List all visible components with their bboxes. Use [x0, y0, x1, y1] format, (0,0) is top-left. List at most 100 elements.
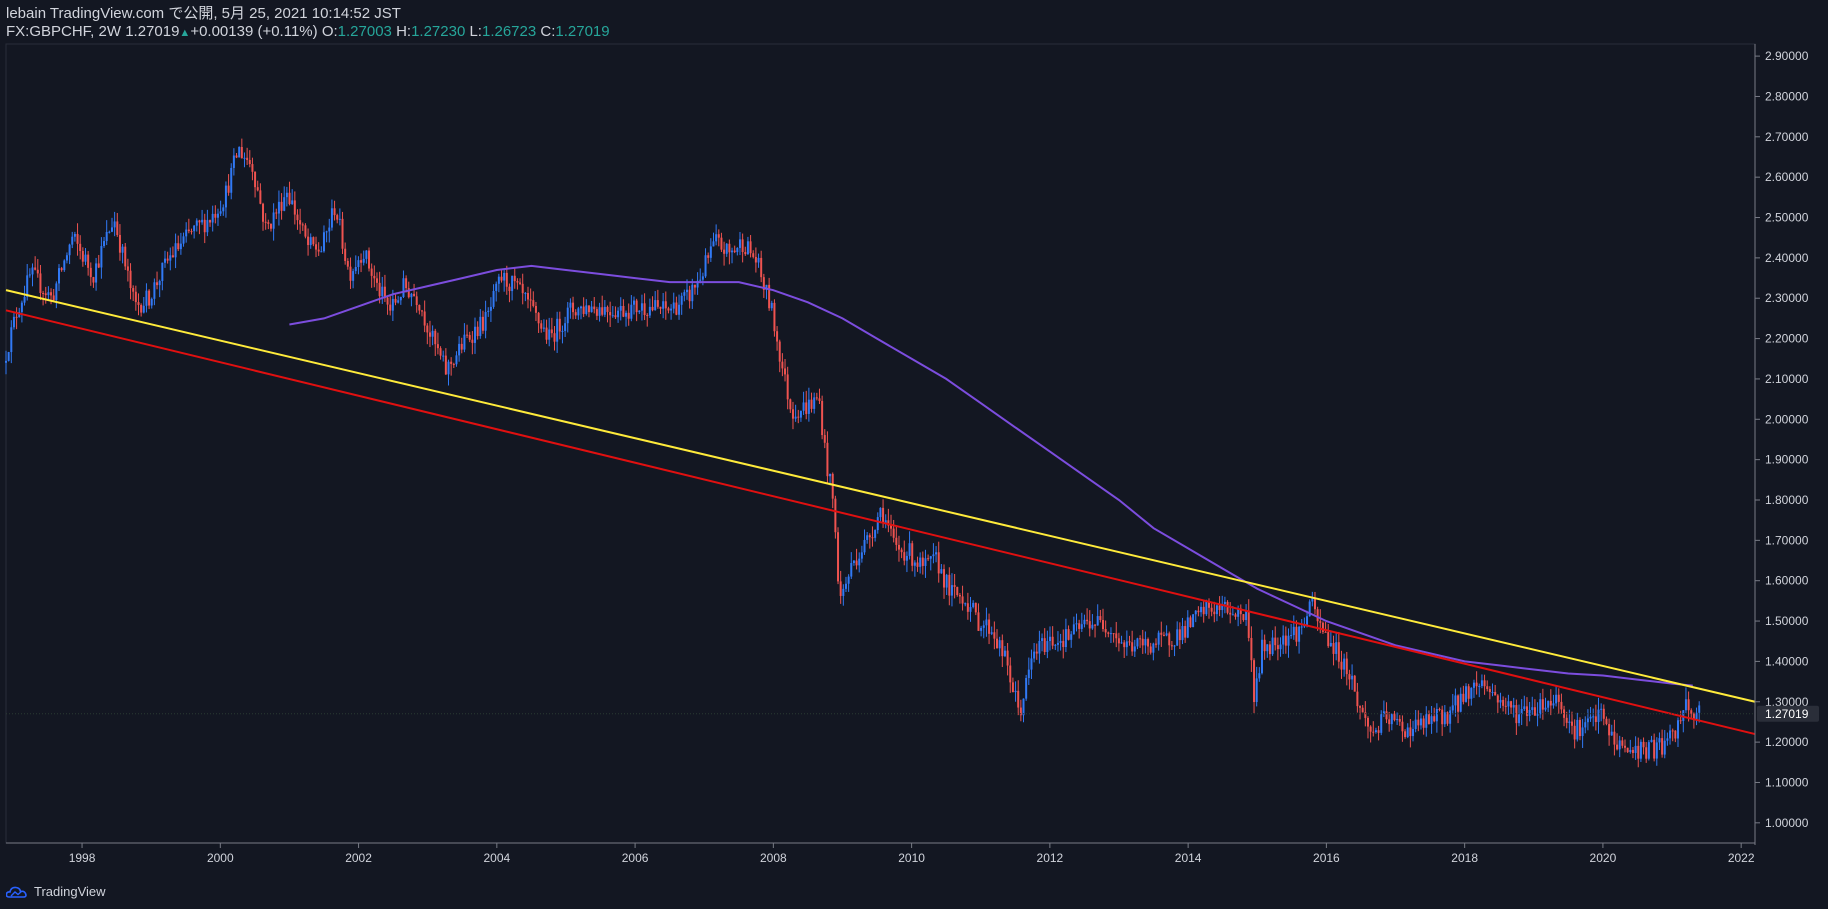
- candle-body: [1512, 705, 1515, 708]
- candle-body: [797, 416, 800, 418]
- candle-body: [892, 528, 895, 538]
- candle-body: [810, 399, 813, 409]
- candle-body: [632, 300, 635, 305]
- candle-body: [733, 250, 736, 253]
- candle-body: [476, 326, 479, 337]
- candle-body: [97, 263, 100, 268]
- candle-body: [1298, 626, 1301, 642]
- candle-body: [1523, 706, 1526, 710]
- candle-body: [283, 197, 286, 211]
- candle-body: [1353, 675, 1356, 692]
- candle-body: [1393, 713, 1396, 721]
- candle-body: [1035, 651, 1038, 654]
- candle-body: [1255, 678, 1258, 703]
- time-axis[interactable]: 1998 2000 2002 2004 2006 2008 2010 2012 2014 2016…: [6, 842, 1755, 865]
- candle-body: [1555, 694, 1558, 704]
- candle-body: [293, 200, 296, 215]
- tradingview-logo[interactable]: TradingView: [6, 884, 106, 899]
- candle-body: [50, 292, 53, 296]
- candle-body: [1528, 709, 1531, 716]
- candle-body: [1197, 610, 1200, 613]
- candle-body: [1488, 688, 1491, 693]
- price-change: +0.00139 (+0.11%): [190, 23, 318, 40]
- candle-body: [1200, 606, 1203, 613]
- candle-body: [1245, 610, 1248, 620]
- candle-body: [73, 233, 76, 237]
- candle-body: [55, 283, 58, 301]
- candle-body: [1033, 651, 1036, 659]
- candle-body: [550, 329, 553, 334]
- time-tick-label: 2002: [345, 851, 372, 865]
- candle-body: [876, 517, 879, 531]
- candle-body: [39, 273, 42, 293]
- candle-body: [1608, 724, 1611, 736]
- candle-body: [216, 213, 219, 218]
- candle-body: [1125, 641, 1128, 648]
- symbol-label[interactable]: FX:GBPCHF, 2W: [6, 23, 122, 40]
- candle-body: [264, 221, 267, 223]
- candle-body: [1380, 713, 1383, 733]
- candle-body: [860, 552, 863, 559]
- candle-body: [566, 307, 569, 324]
- candle-body: [1335, 642, 1338, 654]
- candle-body: [1372, 731, 1375, 733]
- candle-body: [1677, 720, 1680, 739]
- candle-body: [1022, 698, 1025, 716]
- candle-body: [503, 272, 506, 281]
- price-axis[interactable]: 2.90000 2.80000 2.70000 2.60000 2.50000 2.400…: [1754, 44, 1819, 845]
- candle-body: [760, 257, 763, 278]
- candle-body: [248, 160, 251, 165]
- candle-body: [1348, 674, 1351, 680]
- candle-body: [707, 255, 710, 258]
- candle-body: [322, 232, 325, 252]
- candle-body: [1560, 701, 1563, 710]
- candle-body: [1626, 747, 1629, 753]
- candle-body: [201, 219, 204, 223]
- publish-text: lebain TradingView.com で公開, 5月 25, 2021 …: [6, 5, 401, 22]
- candle-body: [65, 255, 68, 261]
- plot-frame: [5, 43, 1756, 844]
- candle-body: [1547, 700, 1550, 708]
- candle-body: [911, 543, 914, 566]
- candle-body: [299, 220, 302, 225]
- candle-body: [762, 277, 765, 290]
- time-tick-label: 2016: [1313, 851, 1340, 865]
- price-tick-label: 2.20000: [1765, 332, 1809, 346]
- candle-body: [1025, 677, 1028, 699]
- candle-body: [418, 304, 421, 311]
- candle-body: [269, 223, 272, 229]
- candle-body: [497, 276, 500, 284]
- candle-body: [680, 295, 683, 305]
- candle-body: [675, 302, 678, 315]
- candle-body: [1486, 686, 1489, 689]
- candle-body: [1303, 625, 1306, 627]
- candle-body: [868, 535, 871, 538]
- candle-body: [1223, 601, 1226, 605]
- candle-body: [296, 214, 299, 221]
- candle-body: [47, 292, 50, 296]
- candle-body: [805, 402, 808, 414]
- candle-body: [227, 185, 230, 193]
- candle-body: [595, 309, 598, 316]
- candle-body: [1064, 629, 1067, 648]
- candle-body: [1634, 745, 1637, 753]
- candle-body: [852, 560, 855, 564]
- candle-body: [879, 507, 882, 518]
- candle-body: [1080, 624, 1083, 629]
- candle-body: [1162, 634, 1165, 636]
- candle-body: [738, 239, 741, 248]
- candle-body: [646, 315, 649, 317]
- candle-body: [617, 310, 620, 318]
- candle-body: [1319, 621, 1322, 623]
- candle-body: [92, 277, 95, 283]
- candle-body: [1671, 730, 1674, 732]
- candle-body: [81, 250, 84, 262]
- candle-body: [1600, 708, 1603, 710]
- candle-body: [519, 282, 522, 284]
- candle-body: [1698, 705, 1701, 713]
- yellow-trendline: [5, 289, 1756, 703]
- last-price-label: 1.27019: [1765, 707, 1809, 721]
- price-tick-label: 1.40000: [1765, 654, 1809, 668]
- candle-body: [736, 247, 739, 253]
